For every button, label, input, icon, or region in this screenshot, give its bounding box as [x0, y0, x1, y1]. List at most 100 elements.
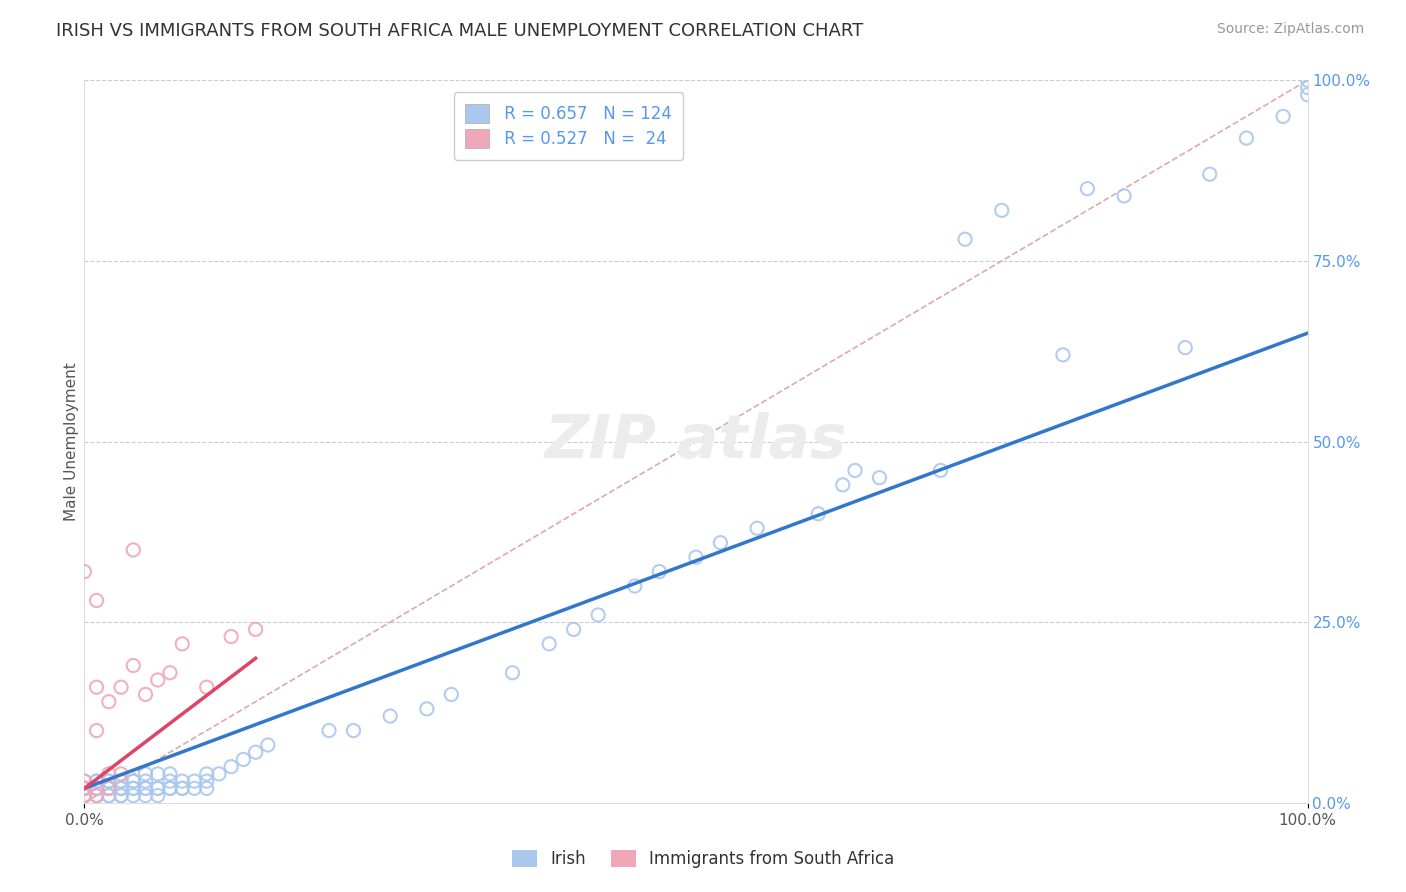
Point — [953, 232, 976, 246]
Point — [86, 789, 108, 803]
Point — [122, 774, 145, 789]
Point — [1052, 348, 1074, 362]
Point — [110, 781, 132, 796]
Point — [440, 687, 463, 701]
Point — [97, 781, 120, 796]
Point — [1236, 131, 1258, 145]
Point — [146, 673, 169, 687]
Point — [135, 781, 157, 796]
Point — [122, 781, 145, 796]
Point — [1114, 189, 1136, 203]
Point — [73, 789, 96, 803]
Point — [195, 680, 218, 694]
Point — [1296, 80, 1319, 95]
Point — [97, 789, 120, 803]
Legend:  R = 0.657   N = 124,  R = 0.527   N =  24: R = 0.657 N = 124, R = 0.527 N = 24 — [454, 92, 683, 160]
Point — [97, 781, 120, 796]
Point — [110, 767, 132, 781]
Point — [869, 470, 891, 484]
Point — [73, 781, 96, 796]
Point — [195, 781, 218, 796]
Point — [73, 781, 96, 796]
Point — [159, 774, 181, 789]
Point — [73, 781, 96, 796]
Text: Source: ZipAtlas.com: Source: ZipAtlas.com — [1216, 22, 1364, 37]
Point — [86, 781, 108, 796]
Point — [146, 767, 169, 781]
Point — [159, 781, 181, 796]
Point — [86, 781, 108, 796]
Point — [502, 665, 524, 680]
Point — [172, 781, 194, 796]
Point — [232, 752, 254, 766]
Point — [110, 781, 132, 796]
Point — [135, 767, 157, 781]
Point — [586, 607, 609, 622]
Point — [97, 774, 120, 789]
Point — [1272, 110, 1295, 124]
Point — [380, 709, 402, 723]
Point — [257, 738, 280, 752]
Point — [86, 781, 108, 796]
Point — [122, 789, 145, 803]
Point — [159, 665, 181, 680]
Point — [159, 767, 181, 781]
Point — [97, 781, 120, 796]
Point — [73, 774, 96, 789]
Point — [97, 767, 120, 781]
Point — [929, 463, 952, 477]
Point — [73, 789, 96, 803]
Point — [73, 789, 96, 803]
Point — [97, 781, 120, 796]
Text: IRISH VS IMMIGRANTS FROM SOUTH AFRICA MALE UNEMPLOYMENT CORRELATION CHART: IRISH VS IMMIGRANTS FROM SOUTH AFRICA MA… — [56, 22, 863, 40]
Point — [709, 535, 731, 549]
Point — [73, 789, 96, 803]
Legend: Irish, Immigrants from South Africa: Irish, Immigrants from South Africa — [505, 843, 901, 875]
Point — [135, 687, 157, 701]
Point — [86, 774, 108, 789]
Point — [73, 565, 96, 579]
Point — [73, 789, 96, 803]
Point — [73, 774, 96, 789]
Text: ZIP atlas: ZIP atlas — [546, 412, 846, 471]
Point — [172, 774, 194, 789]
Point — [86, 723, 108, 738]
Point — [219, 760, 242, 774]
Point — [648, 565, 671, 579]
Point — [122, 774, 145, 789]
Point — [86, 774, 108, 789]
Point — [86, 781, 108, 796]
Point — [183, 781, 205, 796]
Point — [245, 623, 267, 637]
Point — [1174, 341, 1197, 355]
Point — [73, 789, 96, 803]
Point — [86, 593, 108, 607]
Point — [122, 781, 145, 796]
Point — [747, 521, 769, 535]
Point — [183, 774, 205, 789]
Point — [807, 507, 830, 521]
Point — [110, 680, 132, 694]
Point — [97, 695, 120, 709]
Point — [538, 637, 561, 651]
Point — [1296, 87, 1319, 102]
Point — [97, 789, 120, 803]
Point — [110, 774, 132, 789]
Point — [73, 781, 96, 796]
Point — [416, 702, 439, 716]
Point — [172, 781, 194, 796]
Point — [219, 630, 242, 644]
Point — [73, 781, 96, 796]
Point — [159, 781, 181, 796]
Point — [342, 723, 364, 738]
Point — [146, 781, 169, 796]
Point — [991, 203, 1014, 218]
Point — [562, 623, 585, 637]
Point — [1296, 73, 1319, 87]
Point — [86, 789, 108, 803]
Point — [135, 774, 157, 789]
Point — [1198, 167, 1220, 181]
Point — [245, 745, 267, 759]
Point — [844, 463, 866, 477]
Point — [195, 767, 218, 781]
